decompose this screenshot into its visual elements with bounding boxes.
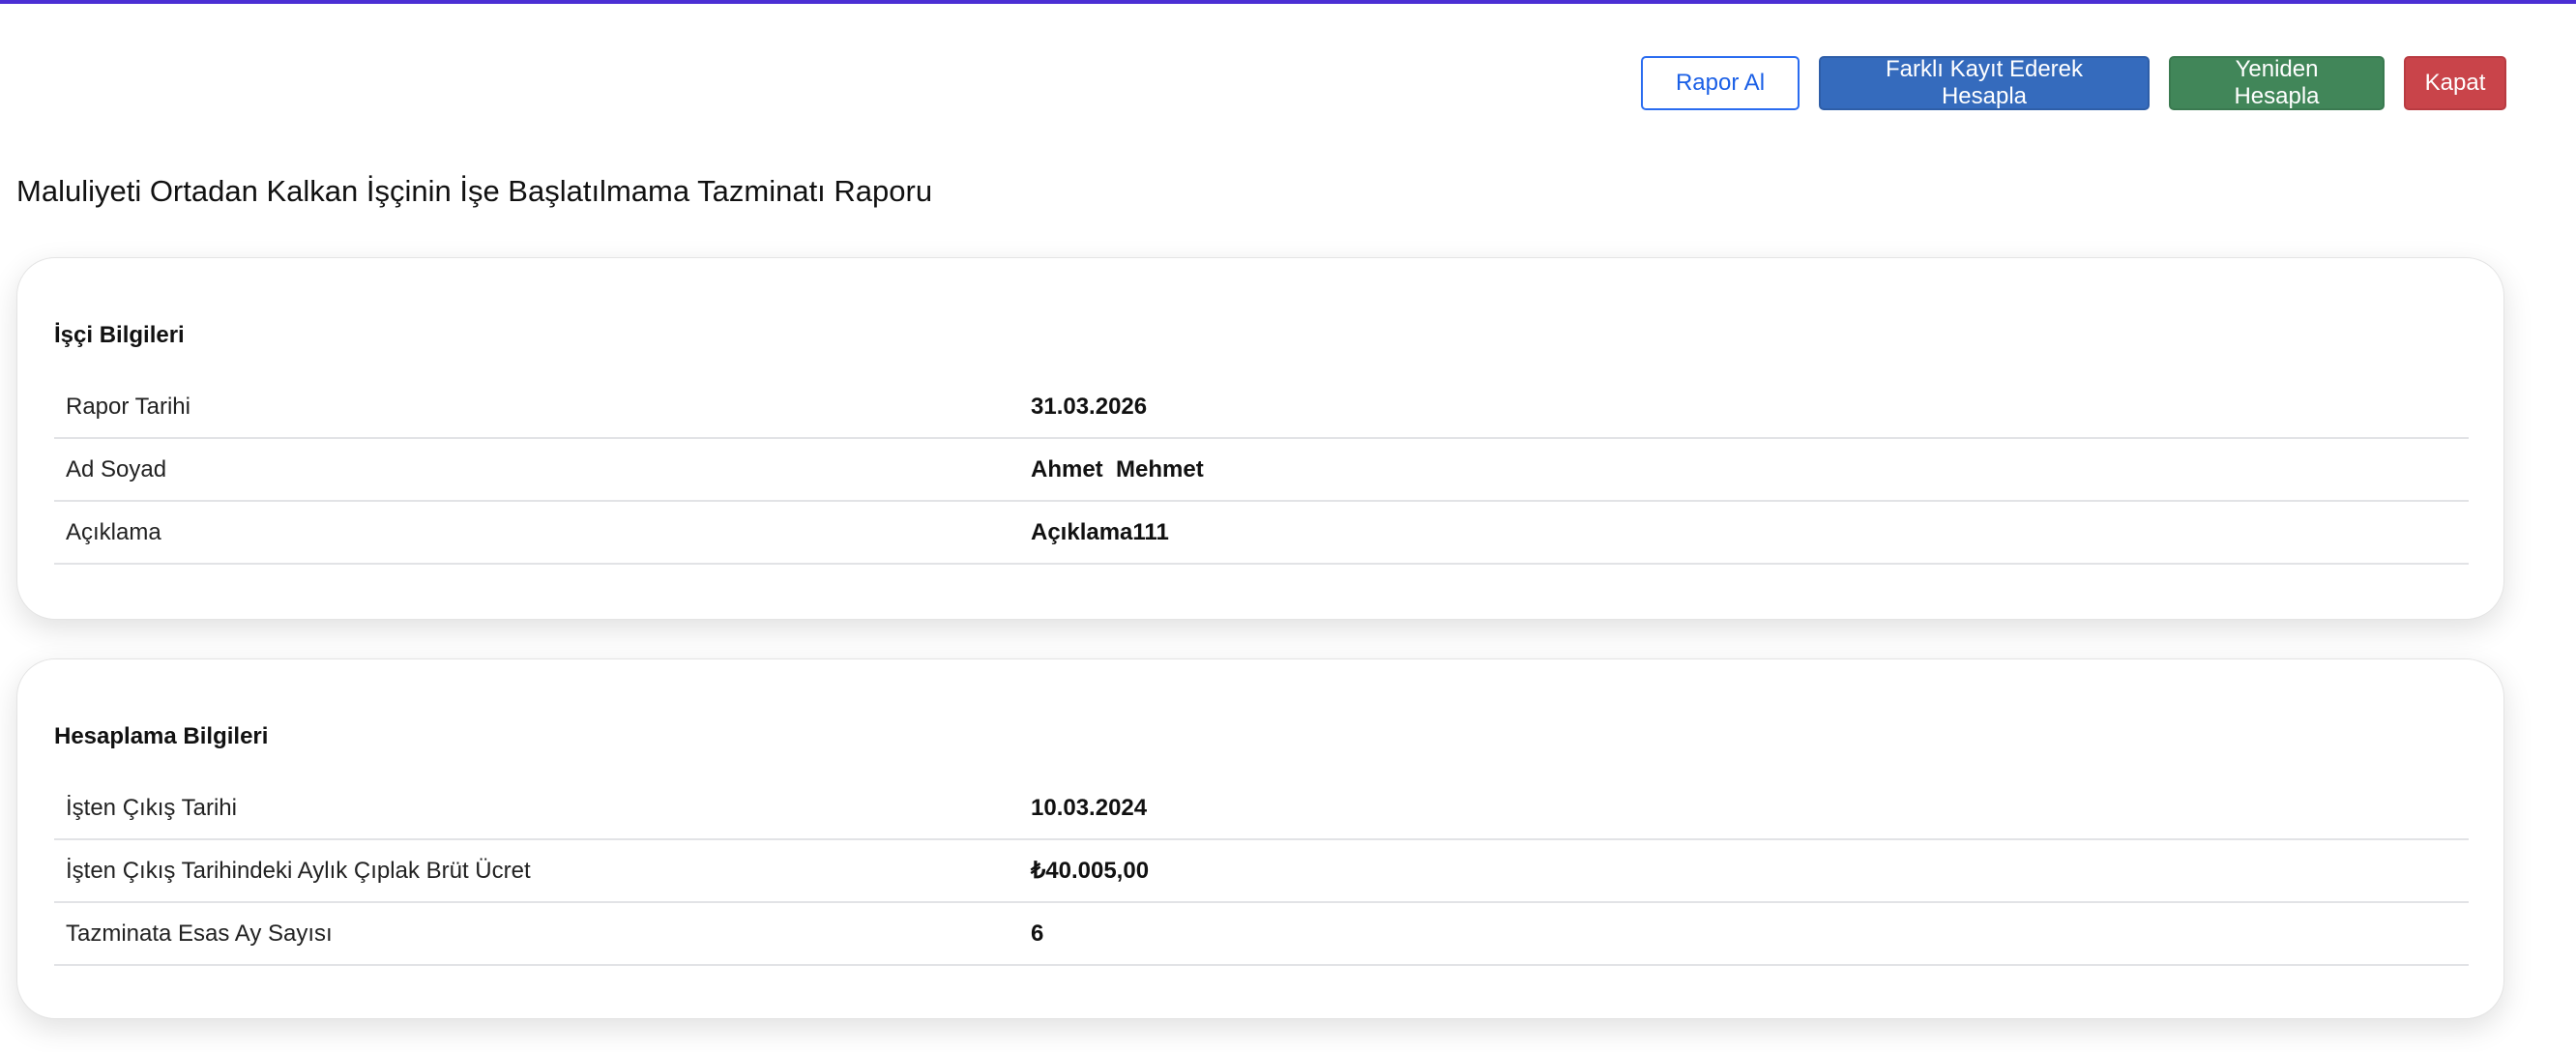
row-value: 10.03.2024 bbox=[1031, 794, 1148, 821]
toolbar: Rapor Al Farklı Kayıt Ederek Hesapla Yen… bbox=[1641, 56, 2506, 110]
table-row: Ad Soyad Ahmet Mehmet bbox=[54, 439, 2469, 502]
row-value: Açıklama111 bbox=[1031, 518, 1169, 545]
row-value: ₺40.005,00 bbox=[1031, 858, 1150, 884]
row-label: Açıklama bbox=[66, 518, 161, 545]
table-row: İşten Çıkış Tarihindeki Aylık Çıplak Brü… bbox=[54, 840, 2469, 903]
recalculate-button[interactable]: Yeniden Hesapla bbox=[2169, 56, 2385, 110]
row-value: 6 bbox=[1031, 920, 1044, 947]
row-label: Ad Soyad bbox=[66, 455, 167, 482]
calculation-info-card: Hesaplama Bilgileri İşten Çıkış Tarihi 10… bbox=[16, 658, 2504, 1019]
page-title: Maluliyeti Ortadan Kalkan İşçinin İşe Ba… bbox=[16, 174, 933, 208]
table-row: Rapor Tarihi 31.03.2026 bbox=[54, 376, 2469, 439]
table-row: Açıklama Açıklama111 bbox=[54, 502, 2469, 565]
row-label: Rapor Tarihi bbox=[66, 393, 190, 420]
row-value: 31.03.2026 bbox=[1031, 393, 1148, 420]
section-title: Hesaplama Bilgileri bbox=[54, 723, 269, 749]
table-row: İşten Çıkış Tarihi 10.03.2024 bbox=[54, 777, 2469, 840]
row-label: Tazminata Esas Ay Sayısı bbox=[66, 920, 333, 947]
row-label: İşten Çıkış Tarihi bbox=[66, 794, 237, 821]
close-button[interactable]: Kapat bbox=[2404, 56, 2506, 110]
worker-info-card: İşçi Bilgileri Rapor Tarihi 31.03.2026 Ad… bbox=[16, 257, 2504, 620]
report-button[interactable]: Rapor Al bbox=[1641, 56, 1800, 110]
section-title: İşçi Bilgileri bbox=[54, 322, 185, 348]
save-as-recalculate-button[interactable]: Farklı Kayıt Ederek Hesapla bbox=[1819, 56, 2150, 110]
table-row: Tazminata Esas Ay Sayısı 6 bbox=[54, 903, 2469, 966]
row-value: Ahmet Mehmet bbox=[1031, 455, 1204, 482]
row-label: İşten Çıkış Tarihindeki Aylık Çıplak Brü… bbox=[66, 857, 531, 884]
